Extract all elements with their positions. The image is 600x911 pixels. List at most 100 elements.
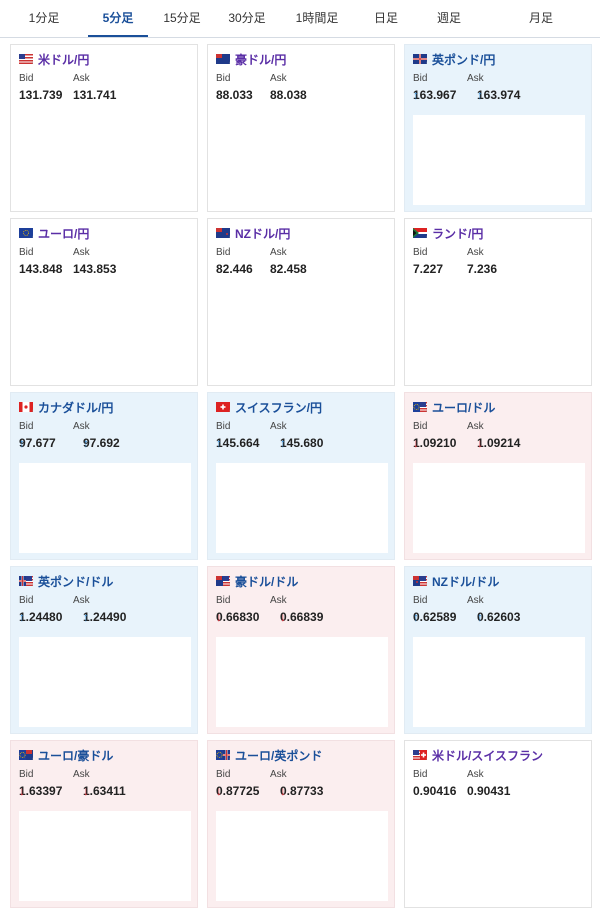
ask-value: 82.458 (270, 262, 307, 276)
currency-pair-link[interactable]: 米ドル/スイスフラン (432, 748, 543, 763)
currency-pair-link[interactable]: ユーロ/豪ドル (38, 748, 114, 763)
flag-icon: 163.9163.8163.79:5010:5011:50 (413, 54, 427, 64)
bid-value: 163.967 (413, 88, 457, 102)
chart-svg (19, 463, 191, 553)
rate-card[interactable]: 0.87780.87760.87740.87729:5010:5011:50 ユ… (207, 740, 395, 908)
currency-pair-link[interactable]: スイスフラン/円 (235, 400, 322, 415)
currency-pair-link[interactable]: ユーロ/英ポンド (235, 748, 323, 763)
ask-value: 145.680 (280, 436, 324, 450)
chart-svg (216, 637, 388, 727)
candlestick-chart[interactable] (216, 463, 388, 553)
currency-pair-link[interactable]: 豪ドル/円 (235, 52, 287, 67)
tab-4[interactable]: 30分足 (228, 11, 266, 25)
candlestick-chart[interactable] (19, 463, 191, 553)
bid-price: 0.90416 (413, 784, 456, 798)
flag-icon: 1.2451.24451.2441.24359:5010:5011:50 (19, 576, 33, 586)
tab-7[interactable]: 週足 (436, 11, 461, 25)
rate-card[interactable]: 1.6361.6359:5010:5011:50 ユーロ/豪ドル Bid Ask… (10, 740, 198, 908)
rate-card[interactable]: 0.90460.90440.90429:5010:5011:50 米ドル/スイス… (404, 740, 592, 908)
currency-pair-link[interactable]: 米ドル/円 (38, 52, 90, 67)
rate-card[interactable]: 163.9163.8163.79:5010:5011:50 英ポンド/円 Bid… (404, 44, 592, 212)
bid-price: 82.446 (216, 262, 253, 276)
currency-pair-link[interactable]: 豪ドル/ドル (235, 574, 299, 589)
bid-label: Bid (216, 769, 231, 780)
arrow-down-icon: ↓ (280, 610, 286, 624)
arrow-up-icon: ↑ (216, 436, 222, 450)
tab-8[interactable]: 月足 (528, 11, 553, 25)
candlestick-chart[interactable] (413, 811, 585, 901)
candlestick-chart[interactable] (19, 637, 191, 727)
bid-label: Bid (19, 769, 34, 780)
bid-value: 0.87725 (216, 784, 260, 798)
ask-value: 97.692 (83, 436, 120, 450)
tab-1[interactable]: 1分足 (28, 11, 60, 25)
currency-pair-link[interactable]: NZドル/ドル (432, 574, 500, 589)
currency-pair-link[interactable]: ユーロ/円 (38, 226, 90, 241)
rate-card[interactable]: 1.2451.24451.2441.24359:5010:5011:50 英ポン… (10, 566, 198, 734)
rate-card[interactable]: 82.482.39:5010:5011:50 NZドル/円 Bid Ask 82… (207, 218, 395, 386)
rate-card[interactable]: 97.6597.697.559:5010:5011:50 カナダドル/円 Bid… (10, 392, 198, 560)
candlestick-chart[interactable] (216, 637, 388, 727)
card-header: 1.2451.24451.2441.24359:5010:5011:50 英ポン… (19, 573, 193, 589)
arrow-up-icon: ↑ (19, 436, 25, 450)
flag-icon: 82.482.39:5010:5011:50 (216, 228, 230, 238)
bid-label: Bid (19, 73, 34, 84)
card-header: 82.482.39:5010:5011:50 NZドル/円 (216, 225, 390, 241)
flag-icon: 0.6260.62550.6250.62459:5010:5011:50 (413, 576, 427, 586)
card-header: 131.7131.69:5010:5011:50 米ドル/円 (19, 51, 193, 67)
bid-label: Bid (216, 421, 231, 432)
rate-card[interactable]: 145.6145.59:5010:5011:50 スイスフラン/円 Bid As… (207, 392, 395, 560)
tab-3[interactable]: 15分足 (163, 11, 201, 25)
candlestick-chart[interactable] (19, 115, 191, 205)
ask-price: 131.741 (73, 88, 116, 102)
ask-price: ↓ 1.09214 (477, 436, 520, 450)
flag-icon: 145.6145.59:5010:5011:50 (216, 402, 230, 412)
candlestick-chart[interactable] (413, 289, 585, 379)
currency-pair-link[interactable]: 英ポンド/ドル (38, 574, 114, 589)
currency-pair-link[interactable]: NZドル/円 (235, 226, 291, 241)
ask-label: Ask (467, 421, 484, 432)
arrow-down-icon: ↓ (413, 436, 419, 450)
arrow-up-icon: ↑ (280, 436, 286, 450)
ask-label: Ask (73, 247, 90, 258)
card-header: 0.87780.87760.87740.87729:5010:5011:50 ユ… (216, 747, 390, 763)
candlestick-chart[interactable] (413, 463, 585, 553)
bid-price: ↓ 1.09210 (413, 436, 456, 450)
ask-label: Ask (73, 73, 90, 84)
bid-value: 143.848 (19, 262, 63, 276)
ask-label: Ask (270, 247, 287, 258)
rate-card[interactable]: 0.6680.66759:5010:5011:50 豪ドル/ドル Bid Ask… (207, 566, 395, 734)
bid-label: Bid (19, 247, 34, 258)
rate-card[interactable]: 131.7131.69:5010:5011:50 米ドル/円 Bid Ask 1… (10, 44, 198, 212)
currency-pair-link[interactable]: 英ポンド/円 (432, 52, 496, 67)
currency-pair-link[interactable]: ユーロ/ドル (432, 400, 496, 415)
rate-card[interactable]: 0.6260.62550.6250.62459:5010:5011:50 NZド… (404, 566, 592, 734)
currency-pair-link[interactable]: ランド/円 (432, 226, 484, 241)
tab-6[interactable]: 日足 (373, 11, 398, 25)
candlestick-chart[interactable] (413, 637, 585, 727)
rate-card[interactable]: 1.09221.0921.09181.09161.09149:5010:5011… (404, 392, 592, 560)
arrow-down-icon: ↓ (19, 784, 25, 798)
tab-2[interactable]: 5分足 (88, 0, 148, 37)
ask-price: ↑ 0.62603 (477, 610, 520, 624)
chart-svg (19, 811, 191, 901)
ask-price: 82.458 (270, 262, 307, 276)
candlestick-chart[interactable] (19, 289, 191, 379)
candlestick-chart[interactable] (216, 811, 388, 901)
ask-label: Ask (270, 73, 287, 84)
chart-svg (216, 289, 388, 379)
arrow-up-icon: ↑ (477, 88, 483, 102)
candlestick-chart[interactable] (413, 115, 585, 205)
chart-svg (216, 463, 388, 553)
rate-card[interactable]: 7.237.2257.229:5010:5011:50 ランド/円 Bid As… (404, 218, 592, 386)
timeframe-tabs: 1分足 5分足 15分足 30分足 1時間足 日足 週足 月足 (0, 0, 600, 38)
tab-5[interactable]: 1時間足 (295, 11, 339, 25)
candlestick-chart[interactable] (216, 115, 388, 205)
currency-pair-link[interactable]: カナダドル/円 (38, 400, 114, 415)
candlestick-chart[interactable] (19, 811, 191, 901)
candlestick-chart[interactable] (216, 289, 388, 379)
arrow-up-icon: ↑ (413, 88, 419, 102)
flag-icon: 8887.99:5010:5011:50 (216, 54, 230, 64)
rate-card[interactable]: 8887.99:5010:5011:50 豪ドル/円 Bid Ask 88.03… (207, 44, 395, 212)
